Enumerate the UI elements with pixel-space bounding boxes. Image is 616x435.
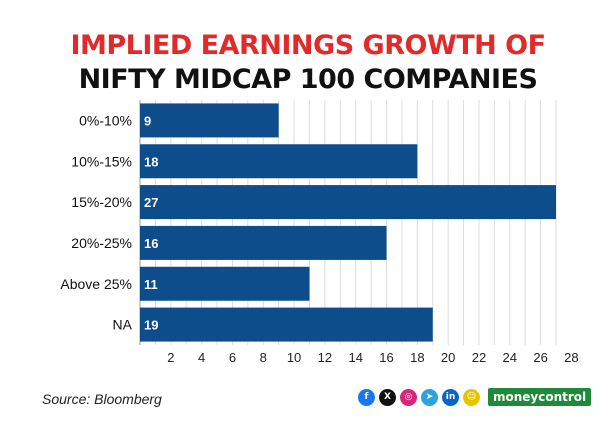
instagram-icon[interactable]: ◎ — [400, 388, 417, 406]
bar — [140, 185, 556, 220]
social-links: f X ◎ ➤ in ☺ moneycontrol — [358, 385, 592, 409]
category-label: 20%-25% — [71, 235, 132, 251]
plot-area — [140, 100, 570, 345]
category-label: 0%-10% — [79, 112, 132, 128]
x-tick-label: 8 — [260, 350, 267, 365]
bar — [140, 225, 387, 260]
snapchat-icon[interactable]: ☺ — [463, 388, 480, 406]
x-tick-label: 24 — [503, 350, 517, 365]
bar — [140, 144, 418, 179]
bar-value-label: 19 — [144, 318, 158, 333]
x-tick-label: 6 — [229, 350, 236, 365]
bar-value-label: 11 — [144, 277, 158, 292]
category-label: 15%-20% — [71, 194, 132, 210]
x-tick-label: 14 — [348, 350, 362, 365]
bar — [140, 266, 310, 301]
category-label: 10%-15% — [71, 153, 132, 169]
x-icon[interactable]: X — [379, 388, 396, 406]
brand-logo: moneycontrol — [488, 388, 592, 406]
x-tick-label: 20 — [441, 350, 455, 365]
facebook-icon[interactable]: f — [358, 388, 375, 406]
x-tick-label: 2 — [167, 350, 174, 365]
source-note: Source: Bloomberg — [42, 391, 162, 407]
chart-title-line1: IMPLIED EARNINGS GROWTH OF — [70, 30, 546, 61]
x-tick-label: 26 — [533, 350, 547, 365]
x-tick-label: 16 — [379, 350, 393, 365]
x-tick-label: 28 — [564, 350, 578, 365]
x-tick-label: 22 — [472, 350, 486, 365]
telegram-icon[interactable]: ➤ — [421, 388, 438, 406]
bar-value-label: 9 — [144, 113, 151, 128]
category-label: NA — [113, 317, 133, 333]
chart-title-line2: NIFTY MIDCAP 100 COMPANIES — [78, 64, 538, 95]
category-label: Above 25% — [60, 276, 132, 292]
bar-value-label: 16 — [144, 236, 158, 251]
x-tick-label: 4 — [198, 350, 205, 365]
linkedin-icon[interactable]: in — [442, 388, 459, 406]
bar-value-label: 18 — [144, 154, 158, 169]
bar-value-label: 27 — [144, 195, 158, 210]
bar — [140, 307, 433, 342]
x-tick-label: 10 — [287, 350, 301, 365]
x-tick-label: 18 — [410, 350, 424, 365]
x-tick-label: 12 — [318, 350, 332, 365]
bar — [140, 103, 279, 138]
